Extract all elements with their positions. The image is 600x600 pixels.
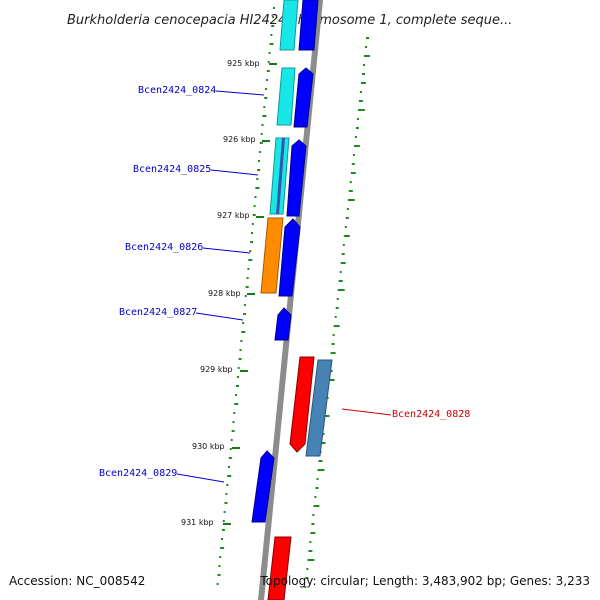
gene-label-bcen2424-0828[interactable]: Bcen2424_0828 [341, 408, 470, 420]
forward-cds[interactable] [298, 0, 319, 51]
features [251, 0, 333, 600]
tick-929-kbp: 929 kbp [200, 365, 248, 374]
tick-930-kbp: 930 kbp [192, 442, 240, 451]
tick-label: 928 kbp [208, 289, 241, 298]
forward-cds-bcen2424-0829[interactable] [251, 450, 275, 523]
tick-label: 931 kbp [181, 518, 214, 527]
accession-label: Accession: NC_008542 [9, 574, 146, 588]
gene-label-bcen2424-0824[interactable]: Bcen2424_0824 [138, 85, 265, 96]
gene-labels: Bcen2424_0824 Bcen2424_0825 Bcen2424_082… [99, 85, 470, 483]
forward-cds-bcen2424-0824[interactable] [293, 67, 314, 128]
cyan-feature[interactable] [276, 67, 296, 126]
orange-feature[interactable] [260, 217, 284, 294]
tick-label: 927 kbp [217, 211, 250, 220]
forward-cds-bcen2424-0826[interactable] [278, 218, 301, 297]
backbone [258, 0, 323, 600]
tick-label: 926 kbp [223, 135, 256, 144]
tick-label: 925 kbp [227, 59, 260, 68]
gene-label-text: Bcen2424_0828 [392, 409, 470, 420]
tick-label: 929 kbp [200, 365, 233, 374]
tick-928-kbp: 928 kbp [208, 289, 255, 298]
genome-stats-label: Topology: circular; Length: 3,483,902 bp… [260, 574, 590, 588]
forward-cds-bcen2424-0825[interactable] [286, 139, 307, 217]
cyan-feature[interactable] [279, 0, 299, 51]
gene-label-bcen2424-0825[interactable]: Bcen2424_0825 [133, 164, 259, 176]
gc-content-inner [216, 7, 275, 585]
forward-cds-bcen2424-0827[interactable] [274, 307, 292, 341]
gene-label-bcen2424-0826[interactable]: Bcen2424_0826 [125, 242, 251, 254]
tick-931-kbp: 931 kbp [181, 518, 231, 527]
tick-927-kbp: 927 kbp [217, 211, 264, 220]
tick-926-kbp: 926 kbp [223, 135, 270, 144]
gene-label-text: Bcen2424_0826 [125, 242, 203, 253]
gene-label-bcen2424-0827[interactable]: Bcen2424_0827 [119, 307, 244, 321]
reverse-cds[interactable] [267, 536, 292, 600]
cyan-feature-thin[interactable] [276, 138, 285, 214]
reverse-cds-bcen2424-0828[interactable] [289, 356, 315, 453]
tick-925-kbp: 925 kbp [227, 59, 277, 68]
steelblue-feature[interactable] [305, 359, 333, 457]
scale-ticks: 925 kbp 926 kbp 927 kbp 928 kbp 929 kbp … [181, 59, 277, 527]
gene-label-bcen2424-0829[interactable]: Bcen2424_0829 [99, 468, 225, 483]
gene-label-text: Bcen2424_0824 [138, 85, 216, 96]
gene-label-text: Bcen2424_0825 [133, 164, 211, 175]
gc-content-outer [304, 37, 370, 588]
gene-label-text: Bcen2424_0829 [99, 468, 177, 479]
tick-label: 930 kbp [192, 442, 225, 451]
gene-label-text: Bcen2424_0827 [119, 307, 197, 318]
